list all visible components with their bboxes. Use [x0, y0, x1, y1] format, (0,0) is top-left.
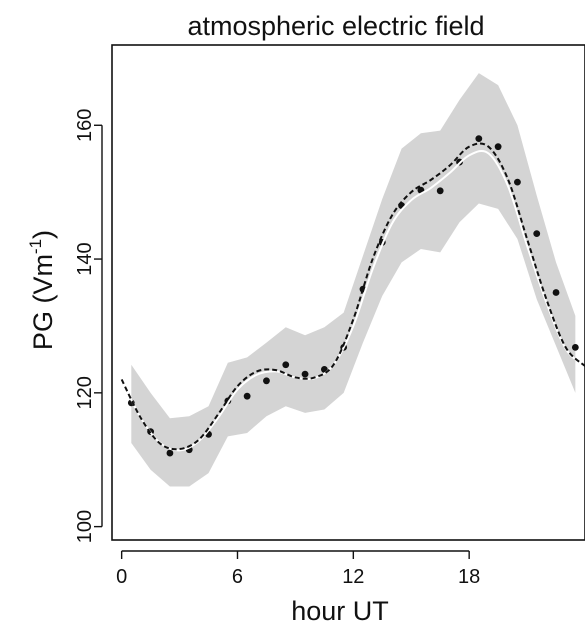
y-tick-label: 100: [74, 510, 96, 543]
x-tick-label: 6: [232, 566, 243, 588]
data-point: [243, 392, 251, 400]
confidence-band: [131, 73, 576, 487]
y-tick-label: 140: [74, 242, 96, 275]
y-axis-title-main: PG (Vm: [28, 254, 58, 350]
series-solid-white: [120, 149, 585, 452]
x-axis-title: hour UT: [291, 596, 389, 626]
data-points: [127, 135, 579, 457]
plot-area: [120, 73, 585, 487]
plot-frame: [111, 44, 585, 541]
x-axis: 0 6 12 18: [116, 550, 480, 588]
data-point: [571, 343, 579, 351]
data-point: [494, 143, 502, 151]
chart-title: atmospheric electric field: [187, 11, 484, 41]
y-axis-title: PG (Vm-1): [26, 230, 58, 350]
data-point: [436, 187, 444, 195]
x-tick-label: 18: [458, 566, 480, 588]
x-tick-label: 0: [116, 566, 127, 588]
data-point: [533, 230, 541, 238]
data-point: [475, 135, 483, 143]
svg-text:PG (Vm-1): PG (Vm-1): [26, 230, 58, 350]
data-point: [166, 449, 174, 457]
x-tick-label: 12: [342, 566, 364, 588]
data-point: [514, 178, 521, 186]
y-tick-label: 160: [74, 109, 96, 142]
data-point: [282, 361, 290, 369]
data-point: [301, 370, 309, 378]
data-point: [263, 377, 270, 385]
y-axis-title-close: ): [28, 230, 58, 239]
y-tick-label: 120: [74, 376, 96, 409]
data-point: [552, 289, 560, 296]
y-axis-title-sup: -1: [26, 239, 45, 254]
y-axis: 100 120 140 160: [74, 109, 103, 543]
